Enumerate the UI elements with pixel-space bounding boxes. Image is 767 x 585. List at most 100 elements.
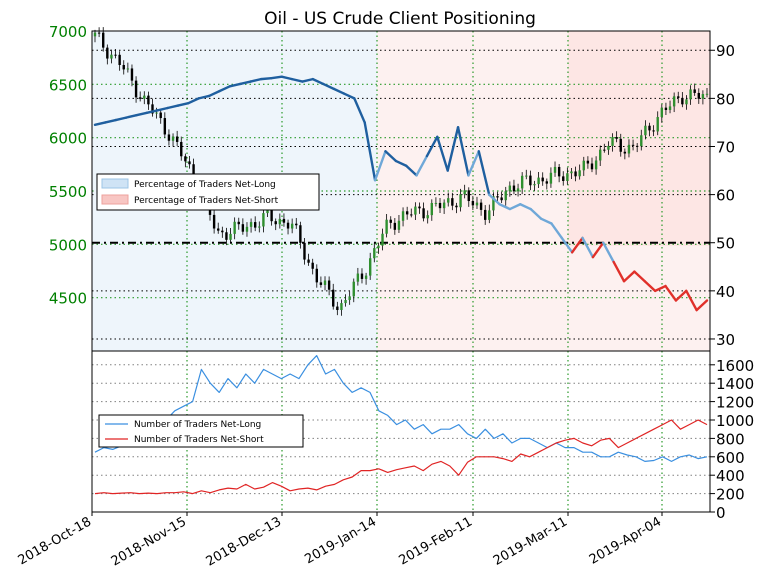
candle-body <box>623 151 627 154</box>
candle-body <box>385 219 388 234</box>
candle-body <box>422 208 425 219</box>
candle-body <box>389 219 392 223</box>
candle-body <box>410 214 413 216</box>
net-long-segment <box>332 87 346 95</box>
net-long-segment <box>207 89 221 98</box>
candle-body <box>192 164 195 180</box>
candle-body <box>635 145 639 147</box>
candle-body <box>381 233 384 246</box>
candle-body <box>97 32 101 34</box>
candle-body <box>282 218 286 223</box>
candle-body <box>619 138 622 152</box>
x-tick-label: 2018-Oct-18 <box>16 514 94 568</box>
candle-body <box>134 80 138 98</box>
net-long-segment <box>612 260 626 283</box>
net-long-segment <box>685 289 698 312</box>
candle-body <box>541 177 544 182</box>
net-long-segment <box>695 299 709 312</box>
candle-body <box>360 273 364 279</box>
candle-body <box>143 95 146 99</box>
net-long-segment <box>322 82 335 90</box>
net-long-segment <box>446 126 460 172</box>
candle-body <box>217 228 220 231</box>
net-long-segment <box>550 222 563 240</box>
candle-body <box>229 233 232 240</box>
candle-body <box>562 176 565 181</box>
candle-body <box>336 306 339 311</box>
candle-body <box>130 68 134 81</box>
net-long-segment <box>633 270 646 283</box>
net-long-segment <box>622 270 636 283</box>
net-long-segment <box>311 77 325 86</box>
count-tick-label: 1000 <box>716 412 754 430</box>
candle-body <box>405 211 409 215</box>
candle-body <box>364 275 368 279</box>
percent-tick-label: 30 <box>716 331 735 349</box>
candle-body <box>447 198 450 203</box>
candle-body <box>270 209 273 222</box>
net-long-segment <box>467 150 480 177</box>
candle-body <box>332 289 335 307</box>
candle-body <box>586 160 590 164</box>
net-long-segment <box>415 154 429 177</box>
candle-body <box>689 89 692 100</box>
candle-body <box>607 145 610 150</box>
candle-body <box>212 214 216 229</box>
candle-body <box>295 223 298 226</box>
net-long-segment <box>156 106 169 112</box>
bottom-frame <box>91 350 711 513</box>
net-long-segment <box>674 289 688 302</box>
chart-title: Oil - US Crude Client Positioning <box>264 9 536 29</box>
candle-body <box>697 92 700 99</box>
candle-body <box>180 141 183 157</box>
count-tick-label: 800 <box>716 430 745 448</box>
candle-body <box>327 280 331 290</box>
net-long-segment <box>570 236 584 254</box>
candle-body <box>348 296 351 301</box>
net-long-segment <box>508 203 522 211</box>
candle-body <box>525 175 528 177</box>
candle-body <box>167 134 171 141</box>
net-long-segment <box>228 82 242 88</box>
candle-body <box>315 268 318 283</box>
candle-body <box>488 210 491 220</box>
price-tick-label: 4500 <box>49 290 87 308</box>
count-net-long-line <box>94 355 708 462</box>
price-tick-label: 7000 <box>49 23 87 41</box>
legend-label-net-long: Percentage of Traders Net-Long <box>134 180 276 190</box>
candle-body <box>401 211 405 221</box>
candle-body <box>520 175 524 189</box>
net-long-segment <box>539 217 553 225</box>
price-tick-label: 6000 <box>49 130 87 148</box>
candle-body <box>163 118 167 135</box>
candle-body <box>262 213 265 227</box>
candle-body <box>475 202 479 206</box>
net-long-segment <box>239 80 252 86</box>
candle-body <box>442 202 446 209</box>
net-long-segment <box>166 104 180 110</box>
percent-tick-label: 60 <box>716 187 735 205</box>
candle-body <box>138 97 142 99</box>
candle-body <box>151 104 154 114</box>
candle-body <box>241 224 245 232</box>
candle-body <box>299 225 302 243</box>
net-long-segment <box>249 77 263 83</box>
candle-body <box>106 47 109 59</box>
candle-body <box>484 209 487 220</box>
net-long-segment <box>519 203 532 211</box>
price-candles <box>93 27 709 316</box>
candle-body <box>303 242 306 260</box>
price-tick-label: 6500 <box>49 76 87 94</box>
candle-body <box>175 136 179 142</box>
net-long-segment <box>145 109 159 115</box>
candle-body <box>418 206 421 209</box>
candle-body <box>397 220 401 230</box>
candle-body <box>570 171 573 174</box>
candle-body <box>434 202 438 204</box>
candle-body <box>467 190 470 202</box>
net-long-segment <box>93 121 107 127</box>
count-tick-label: 600 <box>716 449 745 467</box>
candle-body <box>237 221 240 225</box>
candle-body <box>578 170 581 177</box>
net-long-segment <box>104 118 117 124</box>
